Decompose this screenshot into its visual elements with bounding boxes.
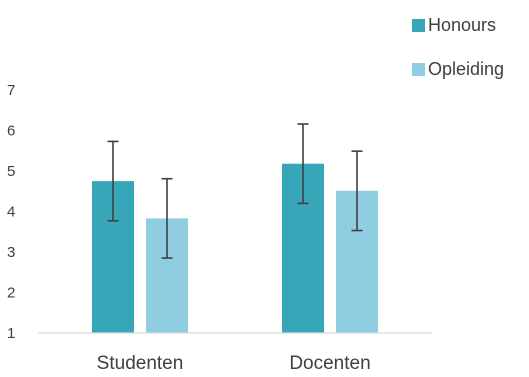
error-bar-honours-studenten	[107, 140, 119, 222]
x-axis-categories: Studenten Docenten	[97, 353, 371, 374]
legend-label-opleiding: Opleiding	[428, 59, 504, 79]
error-bar-opleiding-studenten	[161, 177, 173, 259]
legend-swatch-honours	[412, 19, 425, 32]
legend-swatch-opleiding	[412, 63, 425, 76]
y-tick-label: 5	[7, 163, 15, 180]
y-tick-label: 7	[7, 82, 15, 99]
y-tick-label: 4	[7, 204, 15, 221]
bars	[92, 163, 378, 333]
y-tick-label: 3	[7, 244, 15, 261]
error-bars	[107, 123, 363, 259]
y-tick-label: 2	[7, 285, 15, 302]
legend: Honours Opleiding	[412, 15, 504, 79]
x-category-label: Docenten	[289, 353, 370, 374]
y-tick-label: 6	[7, 123, 15, 140]
legend-label-honours: Honours	[428, 15, 496, 35]
y-tick-label: 1	[7, 325, 15, 342]
error-bar-honours-docenten	[297, 123, 309, 205]
y-axis-ticks: 1 2 3 4 5 6 7	[7, 82, 15, 342]
error-bar-opleiding-docenten	[351, 150, 363, 232]
x-category-label: Studenten	[97, 353, 184, 374]
